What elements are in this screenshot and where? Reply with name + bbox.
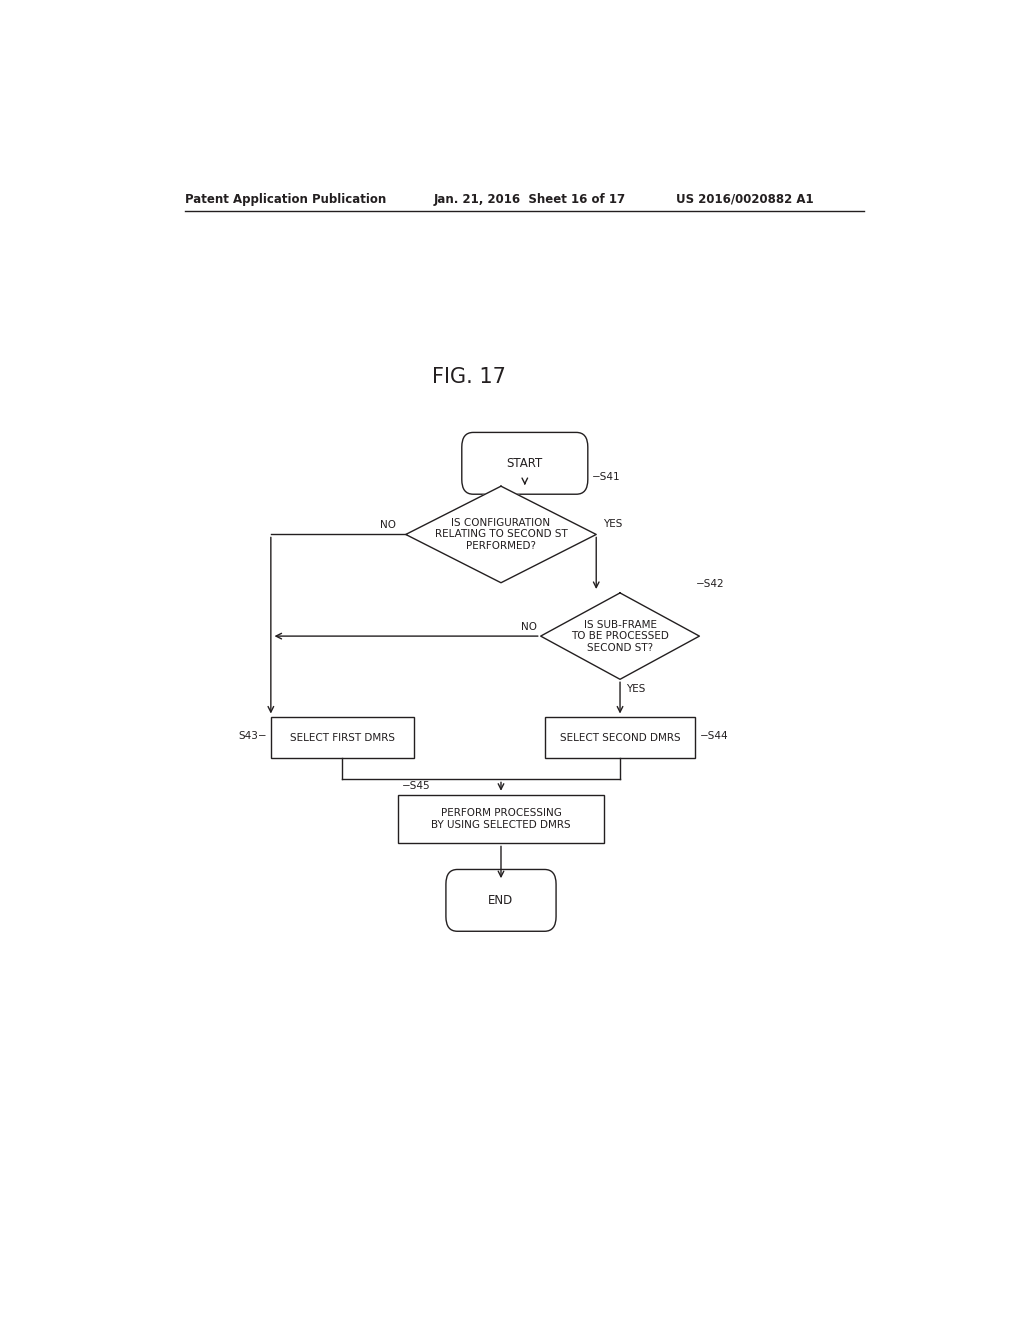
Text: IS SUB-FRAME
TO BE PROCESSED
SECOND ST?: IS SUB-FRAME TO BE PROCESSED SECOND ST? [571, 619, 669, 652]
Bar [545, 718, 695, 758]
Text: Jan. 21, 2016  Sheet 16 of 17: Jan. 21, 2016 Sheet 16 of 17 [433, 193, 626, 206]
FancyBboxPatch shape [462, 433, 588, 494]
Text: START: START [507, 457, 543, 470]
Text: YES: YES [602, 519, 622, 529]
Text: S43−: S43− [239, 731, 267, 741]
Text: NO: NO [520, 622, 537, 632]
Text: −S44: −S44 [699, 731, 728, 741]
Text: PERFORM PROCESSING
BY USING SELECTED DMRS: PERFORM PROCESSING BY USING SELECTED DMR… [431, 808, 570, 830]
Text: END: END [488, 894, 514, 907]
Polygon shape [406, 486, 596, 582]
Text: −S42: −S42 [695, 579, 724, 589]
Text: IS CONFIGURATION
RELATING TO SECOND ST
PERFORMED?: IS CONFIGURATION RELATING TO SECOND ST P… [434, 517, 567, 550]
Bar [270, 718, 414, 758]
Text: US 2016/0020882 A1: US 2016/0020882 A1 [676, 193, 813, 206]
Bar [397, 795, 604, 843]
Text: −S45: −S45 [401, 780, 430, 791]
FancyBboxPatch shape [445, 870, 556, 932]
Text: −S41: −S41 [592, 473, 621, 482]
Text: SELECT FIRST DMRS: SELECT FIRST DMRS [290, 733, 395, 743]
Text: FIG. 17: FIG. 17 [432, 367, 506, 387]
Text: NO: NO [380, 520, 396, 531]
Text: Patent Application Publication: Patent Application Publication [185, 193, 386, 206]
Text: YES: YES [627, 684, 646, 694]
Text: SELECT SECOND DMRS: SELECT SECOND DMRS [560, 733, 680, 743]
Polygon shape [541, 593, 699, 680]
